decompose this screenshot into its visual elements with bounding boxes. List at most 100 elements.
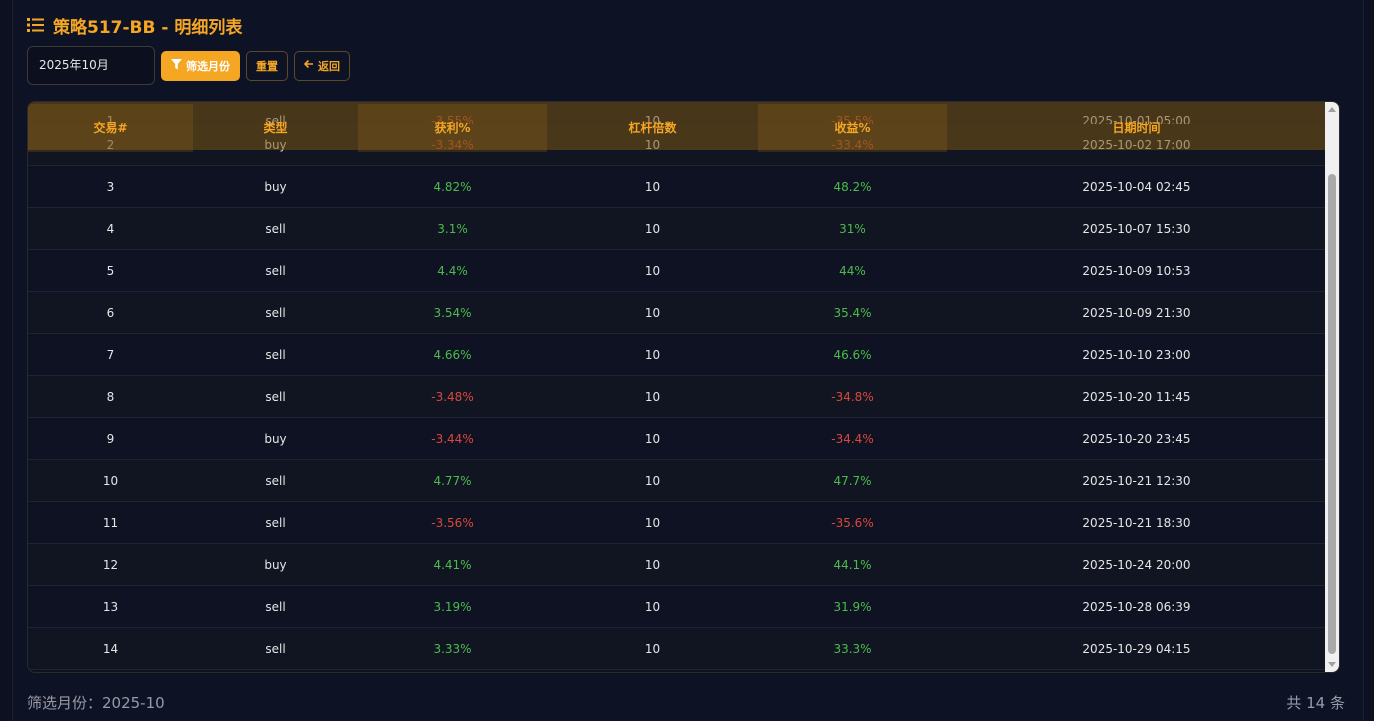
table-row: 10 sell 4.77% 10 47.7% 2025-10-21 12:30 [28, 460, 1326, 502]
filter-icon [171, 58, 182, 73]
header-profit: 获利% [358, 103, 547, 152]
trade-no-cell: 5 [106, 263, 115, 278]
arrow-left-icon [303, 59, 314, 72]
scrollbar-thumb[interactable] [1328, 174, 1336, 654]
profit-cell: 4.82% [433, 179, 472, 194]
table-row: 9 buy -3.44% 10 -34.4% 2025-10-20 23:45 [28, 418, 1326, 460]
header-trade-no: 交易# [28, 103, 193, 152]
profit-cell: 3.19% [433, 599, 472, 614]
table-row: 12 buy 4.41% 10 44.1% 2025-10-24 20:00 [28, 544, 1326, 586]
leverage-cell: 10 [644, 515, 661, 530]
trade-no-cell: 14 [102, 641, 119, 656]
return-cell: 47.7% [833, 473, 872, 488]
profit-cell: 3.1% [437, 221, 468, 236]
footer-count-text: 共 14 条 [1286, 694, 1345, 712]
type-cell: buy [264, 179, 287, 194]
trade-no-cell: 11 [102, 515, 119, 530]
profit-cell: 3.33% [433, 641, 472, 656]
list-icon [27, 17, 45, 33]
filter-month-label: 筛选月份 [186, 59, 230, 73]
return-cell: 31.9% [833, 599, 872, 614]
type-cell: sell [265, 515, 286, 530]
return-cell: 35.4% [833, 305, 872, 320]
leverage-cell: 10 [644, 599, 661, 614]
type-cell: sell [265, 641, 286, 656]
trade-no-cell: 10 [102, 473, 119, 488]
datetime-cell: 2025-10-24 20:00 [1082, 557, 1191, 572]
datetime-cell: 2025-10-20 23:45 [1082, 431, 1191, 446]
leverage-cell: 10 [644, 431, 661, 446]
trade-no-cell: 3 [106, 179, 115, 194]
leverage-cell: 10 [644, 221, 661, 236]
back-label: 返回 [318, 59, 340, 73]
trade-no-cell: 13 [102, 599, 119, 614]
toolbar: 2025年10月 筛选月份 重置 返回 [27, 46, 350, 85]
back-button[interactable]: 返回 [294, 50, 350, 81]
page-title: 策略517-BB - 明细列表 [27, 12, 242, 38]
leverage-cell: 10 [644, 179, 661, 194]
leverage-cell: 10 [644, 389, 661, 404]
table-row: 11 sell -3.56% 10 -35.6% 2025-10-21 18:30 [28, 502, 1326, 544]
return-cell: -35.6% [831, 515, 874, 530]
header-leverage: 杠杆倍数 [628, 120, 677, 135]
trade-no-cell: 7 [106, 347, 115, 362]
profit-cell: 4.4% [437, 263, 468, 278]
return-cell: 31% [839, 221, 866, 236]
datetime-cell: 2025-10-28 06:39 [1082, 599, 1191, 614]
trade-no-cell: 9 [106, 431, 115, 446]
leverage-cell: 10 [644, 347, 661, 362]
datetime-cell: 2025-10-09 10:53 [1082, 263, 1191, 278]
table-row: 5 sell 4.4% 10 44% 2025-10-09 10:53 [28, 250, 1326, 292]
table-row: 3 buy 4.82% 10 48.2% 2025-10-04 02:45 [28, 166, 1326, 208]
return-cell: 48.2% [833, 179, 872, 194]
leverage-cell: 10 [644, 557, 661, 572]
month-picker-input[interactable]: 2025年10月 [27, 46, 155, 85]
leverage-cell: 10 [644, 263, 661, 278]
return-cell: -34.4% [831, 431, 874, 446]
header-datetime: 日期时间 [1112, 120, 1161, 135]
trade-no-cell: 8 [106, 389, 115, 404]
table-row: 4 sell 3.1% 10 31% 2025-10-07 15:30 [28, 208, 1326, 250]
page-title-text: 策略517-BB - 明细列表 [53, 17, 243, 38]
type-cell: sell [265, 263, 286, 278]
datetime-cell: 2025-10-07 15:30 [1082, 221, 1191, 236]
reset-label: 重置 [256, 59, 278, 73]
table-row: 6 sell 3.54% 10 35.4% 2025-10-09 21:30 [28, 292, 1326, 334]
type-cell: sell [265, 221, 286, 236]
table-row: 14 sell 3.33% 10 33.3% 2025-10-29 04:15 [28, 628, 1326, 670]
type-cell: sell [265, 599, 286, 614]
scroll-up-arrow-icon[interactable] [1328, 107, 1336, 112]
datetime-cell: 2025-10-20 11:45 [1082, 389, 1191, 404]
datetime-cell: 2025-10-29 04:15 [1082, 641, 1191, 656]
datetime-cell: 2025-10-04 02:45 [1082, 179, 1191, 194]
header-return: 收益% [758, 103, 947, 152]
return-cell: 44.1% [833, 557, 872, 572]
leverage-cell: 10 [644, 473, 661, 488]
return-cell: 46.6% [833, 347, 872, 362]
scroll-down-arrow-icon[interactable] [1328, 662, 1336, 667]
leverage-cell: 10 [644, 305, 661, 320]
header-type: 类型 [263, 120, 288, 135]
profit-cell: 4.66% [433, 347, 472, 362]
datetime-cell: 2025-10-09 21:30 [1082, 305, 1191, 320]
datetime-cell: 2025-10-21 18:30 [1082, 515, 1191, 530]
profit-cell: -3.56% [431, 515, 474, 530]
profit-cell: 4.77% [433, 473, 472, 488]
type-cell: sell [265, 473, 286, 488]
trade-no-cell: 4 [106, 221, 115, 236]
reset-button[interactable]: 重置 [246, 50, 288, 81]
vertical-scrollbar[interactable] [1325, 102, 1339, 672]
trade-no-cell: 6 [106, 305, 115, 320]
footer-filter-text: 筛选月份：2025-10 [27, 694, 165, 712]
table-row: 7 sell 4.66% 10 46.6% 2025-10-10 23:00 [28, 334, 1326, 376]
filter-month-button[interactable]: 筛选月份 [161, 50, 240, 81]
type-cell: sell [265, 389, 286, 404]
type-cell: sell [265, 305, 286, 320]
return-cell: 33.3% [833, 641, 872, 656]
type-cell: sell [265, 347, 286, 362]
datetime-cell: 2025-10-21 12:30 [1082, 473, 1191, 488]
return-cell: 44% [839, 263, 866, 278]
profit-cell: 4.41% [433, 557, 472, 572]
profit-cell: 3.54% [433, 305, 472, 320]
